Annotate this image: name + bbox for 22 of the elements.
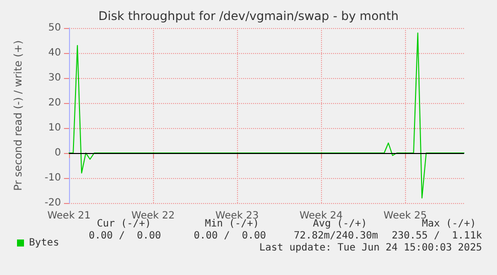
y-tick-label: 50 <box>48 22 61 34</box>
chart-title: Disk throughput for /dev/vgmain/swap - by month <box>98 9 399 23</box>
line-series <box>68 32 464 198</box>
x-tick-label: Week 21 <box>47 210 91 222</box>
text: Max (-/+) <box>422 218 476 230</box>
text: Avg (-/+) <box>312 218 367 230</box>
text: Cur (-/+) <box>96 218 151 230</box>
text: 0.00 / 0.00 <box>88 230 161 242</box>
text: 72.82m/240.30m <box>294 230 378 242</box>
y-tick-label: 30 <box>48 72 61 84</box>
y-axis-title: Pr second read (-) / write (+) <box>12 40 24 191</box>
text: 230.55 / 1.11k <box>392 230 482 242</box>
y-tick-label: 10 <box>48 122 61 134</box>
text: Min (-/+) <box>204 218 259 230</box>
y-tick-label: 0 <box>54 148 61 158</box>
text: 0.00 / 0.00 <box>194 230 266 242</box>
y-tick-label: 40 <box>48 48 61 58</box>
legend-label: Bytes <box>29 238 60 248</box>
y-tick-label: -10 <box>44 172 61 184</box>
text: Last update: Tue Jun 24 15:00:03 2025 <box>259 242 482 254</box>
y-tick-label: 20 <box>48 98 61 108</box>
y-tick-label: -20 <box>44 198 61 208</box>
